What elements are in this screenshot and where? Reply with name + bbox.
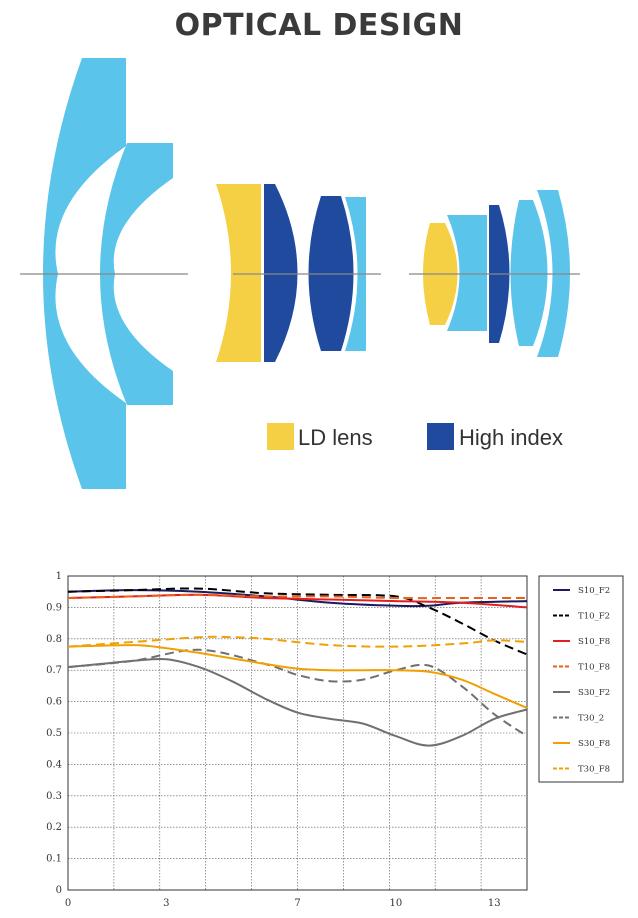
lens-element-3-ld <box>216 184 261 362</box>
legend-label: T10_F8 <box>578 663 610 673</box>
high-index-swatch <box>427 423 454 450</box>
lens-element-10 <box>511 200 548 346</box>
legend-label: S30_F8 <box>578 739 610 749</box>
ld-lens-label: LD lens <box>298 425 373 450</box>
y-tick-label: 0.8 <box>46 634 62 645</box>
y-tick-label: 1 <box>56 571 62 582</box>
chart-legend-box <box>539 576 623 782</box>
y-tick-label: 0 <box>56 885 62 896</box>
lens-element-4b-high-index <box>264 184 298 362</box>
x-tick-label: 7 <box>294 898 300 909</box>
y-tick-label: 0.4 <box>46 759 62 770</box>
mtf-chart: 00.10.20.30.40.50.60.70.80.910 3 7 10 13 S10… <box>0 560 638 918</box>
optical-lens-diagram: LD lens High index <box>0 50 638 500</box>
legend-label: T30_F8 <box>578 765 610 775</box>
y-tick-label: 0.1 <box>46 854 62 865</box>
legend-label: T10_F2 <box>578 612 610 622</box>
x-tick-label: 3 <box>163 898 169 909</box>
x-tick-label: 0 <box>65 898 71 909</box>
x-tick-label: 10 <box>389 898 402 909</box>
y-tick-label: 0.2 <box>46 822 62 833</box>
x-tick-label: 13 <box>488 898 501 909</box>
legend-label: S10_F2 <box>578 586 610 596</box>
y-tick-label: 0.9 <box>46 602 62 613</box>
legend-label: S30_F2 <box>578 688 610 698</box>
y-tick-label: 0.3 <box>46 791 62 802</box>
page-title: OPTICAL DESIGN <box>0 8 638 43</box>
ld-lens-swatch <box>267 423 294 450</box>
legend-label: T30_2 <box>578 714 604 724</box>
y-tick-label: 0.7 <box>46 665 62 676</box>
high-index-label: High index <box>459 425 563 450</box>
y-tick-label: 0.5 <box>46 728 62 739</box>
y-tick-label: 0.6 <box>46 697 62 708</box>
chart-grid <box>68 576 527 890</box>
legend-label: S10_F8 <box>578 637 610 647</box>
